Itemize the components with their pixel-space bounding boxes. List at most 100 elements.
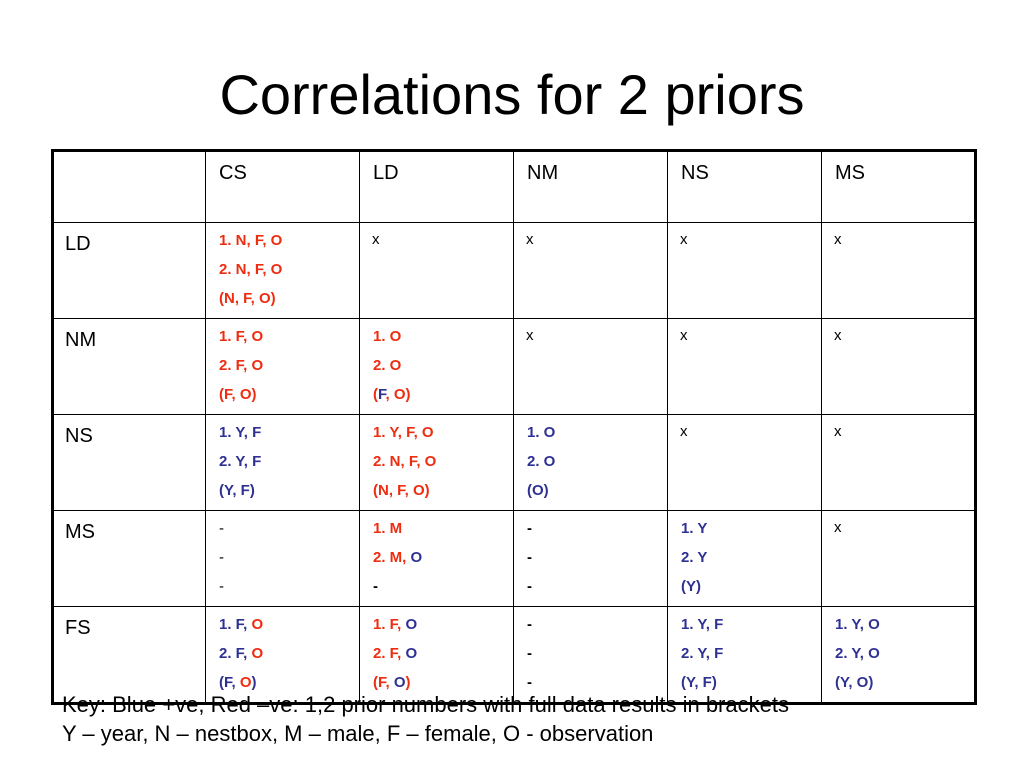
header-label-cs: CS [219, 162, 247, 184]
cell-line: - [219, 519, 359, 548]
cell-line: 1. Y [681, 519, 821, 548]
cell-segment: 1. O [373, 328, 402, 345]
table-cell: 1. Y 2. Y (Y) [667, 510, 822, 607]
cell-segment: O [405, 645, 418, 662]
cell-line: 2. M, O [373, 548, 513, 577]
header-cell-cs: CS [205, 150, 360, 223]
cell-segment: (O) [527, 482, 549, 499]
cell-not-applicable-mark: x [834, 327, 842, 344]
cell-not-applicable-mark: x [680, 327, 688, 344]
cell-line: 1. Y, O [835, 615, 974, 644]
cell-segment: 1. F, [373, 616, 406, 633]
table-cell: 1. Y, F, O 2. N, F, O (N, F, O) [359, 414, 514, 511]
cell-segment: 2. Y, O [835, 645, 880, 662]
cell-line: 1. M [373, 519, 513, 548]
key-line-2: Y – year, N – nestbox, M – male, F – fem… [62, 721, 654, 746]
cell-line: 2. N, F, O [219, 260, 359, 289]
cell-segment: , O) [385, 386, 411, 403]
cell-line: 1. F, O [219, 327, 359, 356]
cell-segment: - [219, 578, 224, 595]
cell-segment: 1. Y [681, 520, 708, 537]
cell-segment: 2. Y [681, 549, 708, 566]
cell-line: 2. F, O [373, 644, 513, 673]
cell-not-applicable-mark: x [680, 423, 688, 440]
slide-title: Correlations for 2 priors [219, 63, 805, 126]
cell-segment: F [378, 386, 386, 403]
header-cell-corner [52, 150, 206, 223]
key-line-1: Key: Blue +ve, Red –ve: 1,2 prior number… [62, 692, 789, 717]
cell-line: 2. Y, F [219, 452, 359, 481]
correlation-table: CS LD NM NS MS LD 1. N, F, O 2. N, F, O (N,… [51, 149, 977, 705]
cell-segment: 1. F, O [219, 328, 264, 345]
cell-line: 2. O [373, 356, 513, 385]
table-cell: x [821, 222, 976, 319]
cell-segment: 2. M, [373, 549, 411, 566]
cell-line: 2. F, O [219, 644, 359, 673]
cell-segment: ( [373, 386, 378, 403]
table-cell: 1. F, O 2. F, O (F, O) [359, 606, 514, 704]
table-cell: x [667, 414, 822, 511]
header-cell-ld: LD [359, 150, 514, 223]
table-cell: - - - [513, 606, 668, 704]
row-label: NS [65, 425, 93, 447]
cell-segment: - [373, 578, 378, 595]
cell-line: 2. N, F, O [373, 452, 513, 481]
cell-line: - [219, 548, 359, 577]
cell-line: - [527, 615, 667, 644]
cell-segment: 1. Y, F, O [373, 424, 434, 441]
cell-line: (Y, O) [835, 673, 974, 702]
cell-line: 2. Y [681, 548, 821, 577]
cell-segment: (F, O) [219, 386, 257, 403]
cell-segment: (F, [373, 674, 394, 691]
header-label-ns: NS [681, 162, 709, 184]
cell-line: 1. F, O [219, 615, 359, 644]
cell-not-applicable-mark: x [526, 327, 534, 344]
cell-line: (F, O) [219, 385, 359, 414]
cell-segment: 1. N, F, O [219, 232, 283, 249]
table-cell: 1. Y, F 2. Y, F (Y, F) [205, 414, 360, 511]
row-header-cell: FS [52, 606, 206, 704]
table-cell: 1. O 2. O (F, O) [359, 318, 514, 415]
cell-not-applicable-mark: x [834, 519, 842, 536]
cell-segment: 1. M [373, 520, 403, 537]
table-cell: x [667, 222, 822, 319]
table-cell: x [359, 222, 514, 319]
header-row: CS LD NM NS MS [52, 150, 976, 223]
cell-segment: (F, [219, 674, 240, 691]
cell-line: - [527, 577, 667, 606]
table-row: LD 1. N, F, O 2. N, F, O (N, F, O) x x x x [52, 222, 976, 319]
cell-segment: 2. Y, F [219, 453, 262, 470]
cell-line: 1. Y, F [681, 615, 821, 644]
row-label: MS [65, 521, 95, 543]
cell-not-applicable-mark: x [834, 423, 842, 440]
cell-segment: O [393, 674, 406, 691]
cell-line: (N, F, O) [219, 289, 359, 318]
cell-segment: 2. Y, F [681, 645, 724, 662]
cell-line: 2. O [527, 452, 667, 481]
cell-segment: 2. F, [373, 645, 406, 662]
table-row: FS 1. F, O 2. F, O (F, O) 1. F, O 2. F, O (F, … [52, 606, 976, 704]
cell-line: (Y) [681, 577, 821, 606]
row-label: FS [65, 617, 91, 639]
cell-segment: O [239, 674, 252, 691]
header-label-nm: NM [527, 162, 559, 184]
cell-line: 1. O [527, 423, 667, 452]
cell-segment: - [527, 645, 532, 662]
table-cell: x [513, 318, 668, 415]
cell-line: 1. N, F, O [219, 231, 359, 260]
header-cell-nm: NM [513, 150, 668, 223]
row-header-cell: NM [52, 318, 206, 415]
cell-segment: - [527, 616, 532, 633]
cell-segment: 1. Y, O [835, 616, 880, 633]
cell-segment: - [527, 549, 532, 566]
cell-segment: 1. O [527, 424, 556, 441]
table-cell: x [821, 414, 976, 511]
cell-not-applicable-mark: x [372, 231, 380, 248]
table-cell: 1. F, O 2. F, O (F, O) [205, 318, 360, 415]
cell-line: 1. Y, F, O [373, 423, 513, 452]
cell-segment: (Y, F) [681, 674, 717, 691]
cell-segment: O [405, 616, 418, 633]
cell-not-applicable-mark: x [680, 231, 688, 248]
cell-line: (N, F, O) [373, 481, 513, 510]
cell-line: 2. F, O [219, 356, 359, 385]
